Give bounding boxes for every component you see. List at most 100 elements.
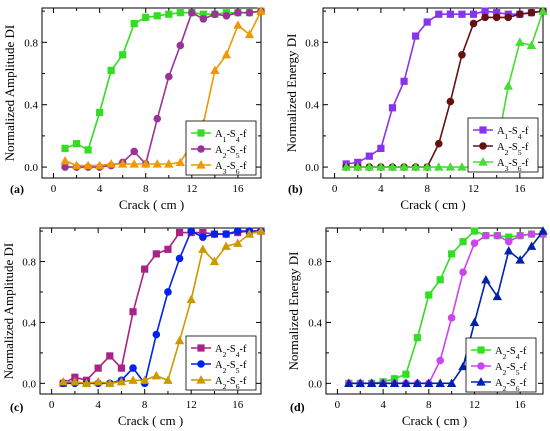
x-tick-label: 0 [51,183,57,195]
data-point [492,13,501,22]
data-point [72,140,81,148]
data-point [61,163,69,171]
data-point [492,291,502,301]
x-tick-label: 4 [97,183,103,195]
x-tick-label: 8 [143,183,149,195]
x-tick-label: 4 [380,399,386,411]
data-point [211,10,219,19]
data-point [141,265,149,273]
data-point [164,159,174,168]
data-point [164,245,172,253]
data-point [96,108,104,117]
data-point [516,231,524,240]
data-point [188,8,196,17]
panel-letter: (a) [10,182,24,196]
legend: A2-S4-fA2-S5-fA2-S6-f [185,335,257,391]
data-point [504,13,513,22]
data-point [106,352,114,360]
data-point [470,239,479,248]
data-point [364,162,374,171]
panel-d: 0 4 8 12 16 0.0 0.4 0.8 Crack ( cm ) Normalized E… [286,226,548,428]
data-point [435,378,445,387]
data-point [105,378,115,387]
legend-label: A3-S6-f [497,158,529,173]
data-point [470,227,479,235]
legend-label: A3-S6-f [215,161,247,176]
series-a2-s6-f [344,226,548,387]
legend-label: A2-S6-f [495,378,527,393]
legend-label: A2-S6-f [215,376,247,391]
data-point [141,159,151,168]
data-point [423,18,431,26]
data-point [256,226,266,235]
panel-a: 0 4 8 12 16 0.0 0.4 0.8 Crack ( cm ) Normalized A… [2,6,266,212]
y-tick-label: 0.8 [305,37,319,49]
panel-letter: (c) [10,400,23,414]
legend-label: A2-S5-f [495,362,527,377]
data-point [234,8,242,17]
data-point [176,41,185,50]
data-point [538,6,548,15]
data-point [526,241,537,250]
plot-frame [39,227,262,395]
x-tick-label: 16 [232,399,244,411]
data-point [94,160,105,170]
data-point [256,6,266,15]
legend-marker [197,145,205,153]
data-point [165,10,173,18]
data-point [526,40,537,50]
x-axis-label: Crack ( cm ) [119,197,184,212]
x-tick-label: 0 [49,399,55,411]
x-tick-label: 12 [186,399,197,411]
x-tick-label: 0 [332,183,338,195]
plot-frame [41,7,262,179]
data-point [71,160,82,170]
data-point [482,231,490,240]
data-point [163,375,173,384]
data-point [187,227,196,235]
data-point [119,51,127,59]
panel-c: 0 4 8 12 16 0.0 0.4 0.8 Crack ( cm ) Normalized A… [1,226,266,428]
data-point [118,159,128,168]
data-point [388,104,397,112]
legend-label: A2-S5-f [497,142,529,157]
data-point [376,162,386,171]
x-tick-label: 16 [514,183,526,195]
data-point [58,376,68,386]
data-point [459,238,467,246]
legend-marker [479,142,487,150]
legend-marker [197,129,205,137]
data-point [142,13,150,21]
data-point [175,228,184,237]
data-point [344,378,354,387]
data-point [367,378,377,387]
data-point [504,237,513,246]
x-tick-label: 12 [186,183,197,195]
data-point [84,146,92,154]
data-point [128,375,138,384]
data-point [117,364,126,372]
data-point [60,156,70,165]
data-point [412,378,423,387]
data-point [410,162,421,171]
legend: A1-S4-fA2-S5-fA3-S6-f [467,117,539,173]
data-point [457,162,467,171]
data-point [446,10,454,18]
data-point [199,233,207,241]
data-point [209,256,220,266]
x-tick-label: 8 [424,183,430,195]
data-point [245,8,254,17]
data-point [458,50,466,59]
data-point [425,291,433,299]
data-point [435,10,443,18]
data-point [129,364,137,372]
data-point [434,139,443,148]
data-point [436,276,444,284]
data-point [70,376,80,386]
data-point [153,114,162,123]
data-point [116,376,127,386]
legend-marker [477,346,485,354]
data-point [233,227,242,235]
legend: A2-S4-fA2-S5-fA2-S6-f [465,337,537,393]
data-point [81,378,92,387]
